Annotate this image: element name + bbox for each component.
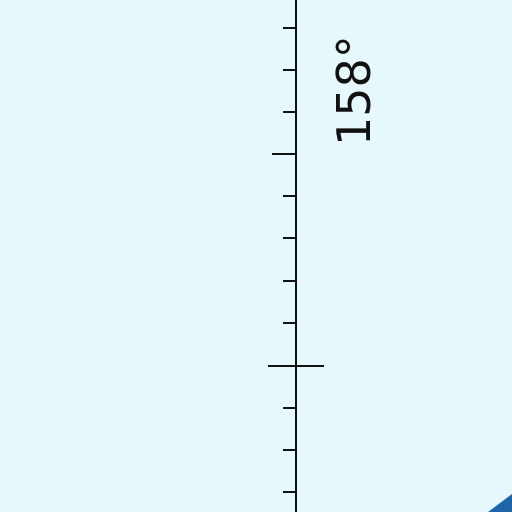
meridian-label: 158° <box>327 35 381 146</box>
land-shape <box>488 494 512 512</box>
meridian-ticks <box>268 27 324 493</box>
